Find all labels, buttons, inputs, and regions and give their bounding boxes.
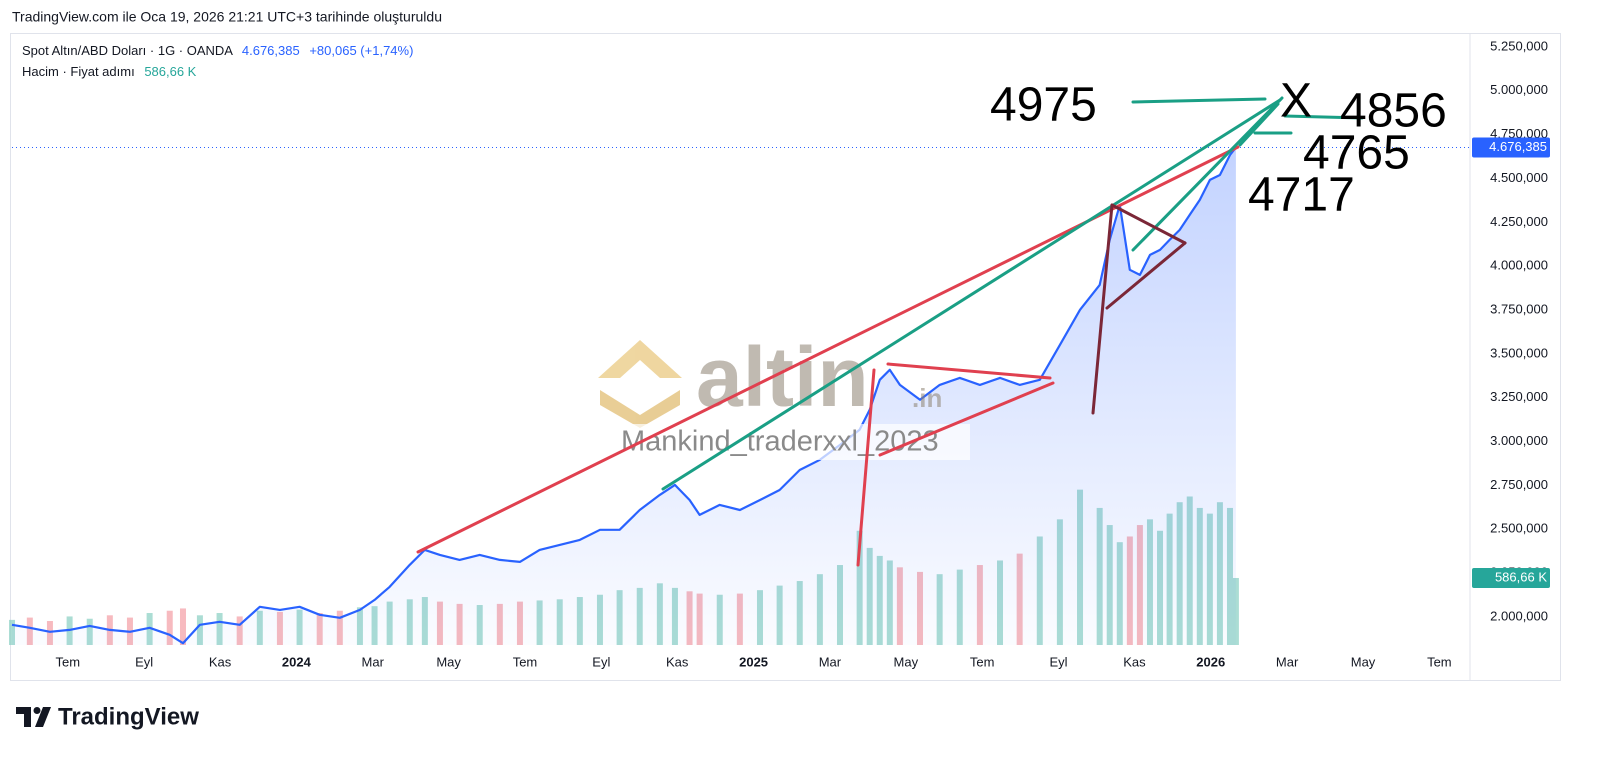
x-tick-label: May — [436, 654, 461, 669]
y-tick-label: 3.500,000 — [1490, 345, 1548, 360]
label-layer: 5.250,000 5.000,000 4.750,000 4.500,000 4.25… — [55, 38, 1550, 669]
watermark-logo — [600, 390, 680, 428]
legend-change: +80,065 (+1,74%) — [309, 43, 413, 58]
watermark-logo — [598, 340, 682, 378]
x-tick-label: Eyl — [1049, 654, 1067, 669]
level-line — [1131, 97, 1267, 104]
x-tick-label: Mar — [819, 654, 842, 669]
y-tick-label: 2.500,000 — [1490, 521, 1548, 536]
x-tick-label: Kas — [1123, 654, 1146, 669]
volume-badge — [1472, 567, 1550, 588]
brand-logo — [16, 707, 51, 727]
drawings — [416, 96, 1364, 567]
price-area — [12, 147, 1236, 645]
y-tick-label: 4.000,000 — [1490, 258, 1548, 273]
chart-frame — [10, 33, 1561, 681]
x-tick-label: 2026 — [1196, 654, 1225, 669]
volume-bar — [179, 608, 186, 645]
flag-pole — [1091, 203, 1114, 415]
x-tick-label: 2024 — [282, 654, 312, 669]
legend-price: Spot Altın/ABD Doları · 1G · OANDA 4.676… — [22, 43, 413, 58]
author: Mankind_traderxxl_2023 — [621, 426, 939, 458]
volume-bar — [1232, 577, 1239, 645]
y-tick-label: 2.000,000 — [1490, 608, 1548, 623]
y-tick-label: 4.250,000 — [1490, 214, 1548, 229]
x-tick-label: Mar — [1276, 654, 1299, 669]
legend-last: 4.676,385 — [242, 43, 300, 58]
y-tick-label: 5.250,000 — [1490, 38, 1548, 53]
trend-line — [661, 98, 1282, 491]
last-price-badge — [1472, 137, 1550, 158]
triangle-line — [1105, 241, 1187, 310]
x-tick-label: Tem — [513, 654, 538, 669]
trend-line — [416, 145, 1240, 554]
y-tick-label: 3.000,000 — [1490, 433, 1548, 448]
level-line — [1283, 114, 1364, 120]
legend-symbol: Spot Altın/ABD Doları · 1G · OANDA — [22, 43, 233, 58]
trend-line — [1131, 96, 1284, 252]
y-tick-label: 4.750,000 — [1490, 126, 1548, 141]
trend-line — [1238, 102, 1280, 147]
x-tick-label: Tem — [1427, 654, 1452, 669]
y-tick-label: 5.000,000 — [1490, 82, 1548, 97]
y-tick-label: 3.250,000 — [1490, 389, 1548, 404]
legend-volume-title: Hacim · Fiyat adımı — [22, 64, 135, 79]
triangle-line — [878, 381, 1055, 457]
triangle-line — [886, 362, 1052, 380]
x-tick-label: 2025 — [739, 654, 768, 669]
volume-bar — [166, 610, 173, 645]
x-tick-label: Kas — [209, 654, 232, 669]
legend-volume-last: 586,66 K — [144, 64, 196, 79]
level-annotation: 4975 — [990, 79, 1097, 132]
price-line — [11, 146, 1237, 645]
brand: TradingView — [58, 703, 199, 730]
legend-volume: Hacim · Fiyat adımı 586,66 K — [22, 64, 197, 79]
y-tick-label: 3.750,000 — [1490, 301, 1548, 316]
level-annotation: 4717 — [1248, 169, 1355, 222]
volume-label: 586,66 K — [1495, 569, 1547, 584]
triangle-line — [1110, 203, 1187, 245]
flag-pole — [856, 368, 876, 567]
x-tick-label: May — [894, 654, 919, 669]
y-tick-label: 4.500,000 — [1490, 170, 1548, 185]
x-tick-label: Eyl — [592, 654, 610, 669]
x-tick-label: Tem — [55, 654, 80, 669]
level-annotation: 4856 — [1340, 85, 1447, 138]
x-tick-label: Eyl — [135, 654, 153, 669]
level-annotation: 4765 — [1303, 127, 1410, 180]
x-tick-label: May — [1351, 654, 1376, 669]
x-tick-label: Kas — [666, 654, 689, 669]
price-layer — [11, 146, 1470, 645]
watermark-suffix: .in — [912, 383, 942, 413]
level-annotation: X — [1280, 75, 1312, 128]
x-tick-label: Mar — [362, 654, 385, 669]
x-tick-label: Tem — [970, 654, 995, 669]
last-price-label: 4.676,385 — [1489, 139, 1547, 154]
y-tick-label: 2.750,000 — [1490, 477, 1548, 492]
caption: TradingView.com ile Oca 19, 2026 21:21 U… — [12, 9, 442, 25]
